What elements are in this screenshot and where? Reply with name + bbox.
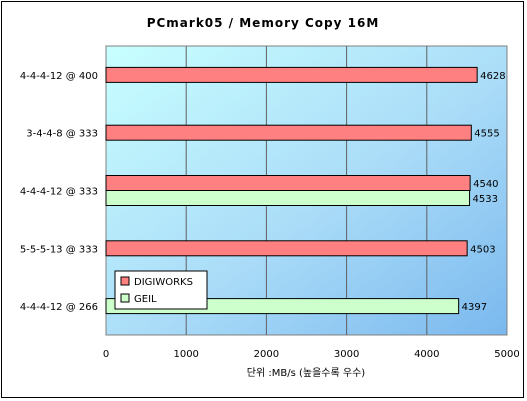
legend-swatch: [120, 276, 130, 286]
bar: [105, 175, 471, 191]
category-label: 4-4-4-12 @ 400: [20, 71, 98, 82]
bar: [105, 124, 472, 141]
bar: [105, 190, 471, 206]
legend-label: DIGIWORKS: [134, 277, 193, 288]
category-labels: 4-4-4-12 @ 400 3-4-4-8 @ 333 4-4-4-12 @ 33…: [20, 71, 98, 313]
category-label: 4-4-4-12 @ 333: [20, 187, 98, 198]
legend-swatch: [120, 293, 130, 303]
x-tick-label: 3000: [334, 349, 359, 360]
x-tick-label: 4000: [414, 349, 439, 360]
chart-title: PCmark05 / Memory Copy 16M: [147, 16, 380, 30]
bars: [105, 66, 478, 315]
x-tick-label: 5000: [494, 349, 519, 360]
legend-box: [114, 270, 208, 310]
data-label: 4628: [480, 71, 505, 82]
category-label: 5-5-5-13 @ 333: [20, 244, 98, 255]
bar: [105, 66, 478, 83]
legend-label: GEIL: [134, 294, 157, 305]
category-label: 4-4-4-12 @ 266: [20, 302, 98, 313]
data-labels: 4628 4555 4540 4533 4503 4397: [462, 71, 506, 313]
data-label: 4533: [473, 194, 498, 205]
bar: [105, 240, 468, 257]
legend: DIGIWORKS GEIL: [114, 270, 208, 310]
category-label: 3-4-4-8 @ 333: [26, 129, 98, 140]
data-label: 4555: [474, 129, 499, 140]
x-tick-label: 0: [103, 349, 109, 360]
data-label: 4397: [462, 302, 487, 313]
data-label: 4503: [470, 244, 495, 255]
data-label: 4540: [473, 179, 498, 190]
x-tick-labels: 0 1000 2000 3000 4000 5000: [103, 349, 520, 360]
x-axis-label: 단위 :MB/s (높을수록 우수): [247, 366, 365, 379]
x-tick-label: 1000: [173, 349, 198, 360]
x-tick-label: 2000: [254, 349, 279, 360]
